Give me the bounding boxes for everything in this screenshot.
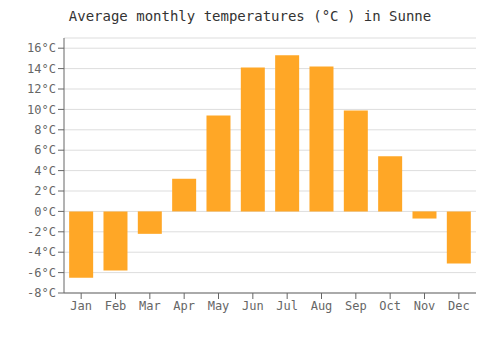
svg-text:Nov: Nov xyxy=(414,299,436,313)
svg-text:8°C: 8°C xyxy=(34,123,56,137)
svg-text:14°C: 14°C xyxy=(27,62,56,76)
svg-text:-2°C: -2°C xyxy=(27,225,56,239)
svg-text:Feb: Feb xyxy=(105,299,127,313)
svg-text:12°C: 12°C xyxy=(27,82,56,96)
svg-text:Aug: Aug xyxy=(311,299,333,313)
svg-text:2°C: 2°C xyxy=(34,184,56,198)
svg-text:Jan: Jan xyxy=(70,299,92,313)
svg-text:16°C: 16°C xyxy=(27,41,56,55)
svg-text:Sep: Sep xyxy=(345,299,367,313)
svg-text:Apr: Apr xyxy=(173,299,195,313)
svg-text:-4°C: -4°C xyxy=(27,245,56,259)
svg-text:Dec: Dec xyxy=(448,299,470,313)
svg-text:0°C: 0°C xyxy=(34,205,56,219)
svg-text:10°C: 10°C xyxy=(27,103,56,117)
svg-text:Oct: Oct xyxy=(379,299,401,313)
svg-text:Jun: Jun xyxy=(242,299,264,313)
svg-text:-6°C: -6°C xyxy=(27,266,56,280)
svg-text:-8°C: -8°C xyxy=(27,286,56,300)
svg-text:Jul: Jul xyxy=(276,299,298,313)
html-text:Average monthly temperatures (: Average monthly temperatures (°C ) in Su… xyxy=(68,8,432,24)
svg-text:4°C: 4°C xyxy=(34,164,56,178)
svg-text:May: May xyxy=(208,299,230,313)
svg-text:6°C: 6°C xyxy=(34,143,56,157)
svg-text:Mar: Mar xyxy=(139,299,161,313)
